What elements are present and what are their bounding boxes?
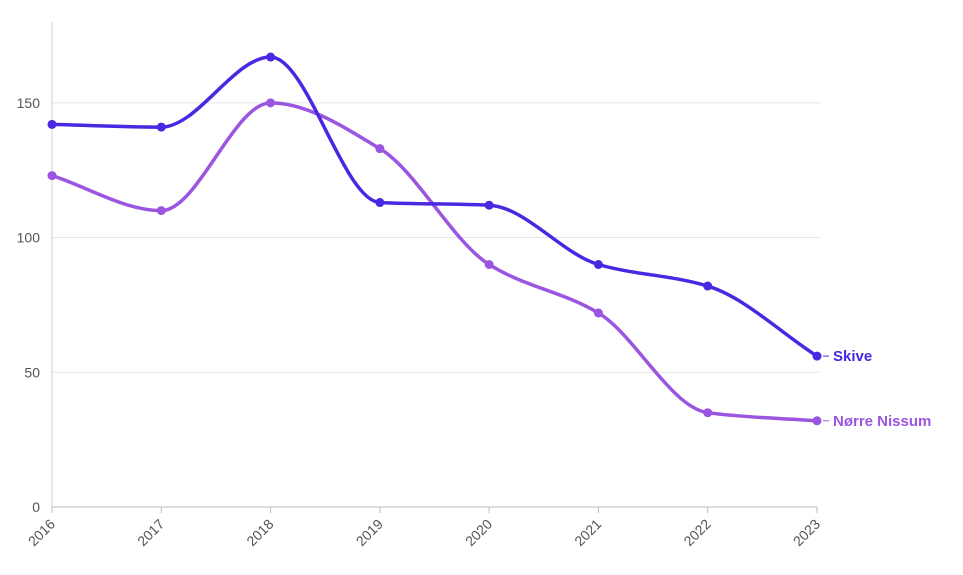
data-point [703, 281, 713, 291]
series-end-label: Nørre Nissum [833, 413, 931, 430]
series-line [50, 101, 819, 423]
data-point [703, 408, 713, 418]
data-point [156, 206, 166, 216]
data-point [266, 52, 276, 62]
label-layer: Nørre Nissum Skive [823, 348, 931, 430]
x-tick-label: 2021 [571, 516, 604, 549]
data-point [484, 260, 494, 269]
y-tick-label: 150 [17, 95, 41, 111]
y-tick-label: 100 [17, 230, 41, 246]
data-point [47, 171, 57, 181]
x-tick-label: 2018 [243, 516, 276, 549]
data-point [812, 351, 822, 361]
data-point [484, 200, 494, 210]
x-tick-label: 2020 [462, 516, 495, 549]
x-tick-label: 2019 [353, 516, 386, 549]
data-point [156, 122, 166, 132]
y-tick-label: 50 [24, 364, 40, 380]
x-tick-label: 2023 [790, 516, 823, 549]
series-line [50, 55, 819, 358]
y-tick-label: 0 [32, 499, 40, 515]
x-tick-label: 2016 [25, 516, 58, 549]
data-point [812, 416, 822, 426]
data-point [47, 119, 57, 129]
series-layer [47, 52, 822, 426]
data-point [375, 198, 385, 208]
data-point [375, 144, 385, 154]
x-tick-label: 2017 [134, 516, 167, 549]
data-point [593, 260, 603, 269]
series-end-label: Skive [833, 348, 872, 365]
data-point [266, 98, 276, 108]
x-tick-label: 2022 [680, 516, 713, 549]
data-point [593, 308, 603, 318]
grid-layer [52, 102, 821, 373]
